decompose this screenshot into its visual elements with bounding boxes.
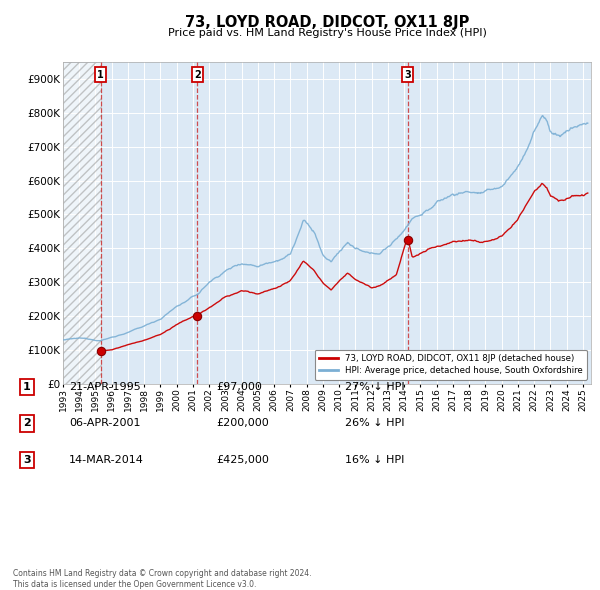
Text: 3: 3 (404, 70, 411, 80)
Text: 06-APR-2001: 06-APR-2001 (69, 418, 140, 428)
Text: 2: 2 (23, 418, 31, 428)
Text: 2: 2 (194, 70, 201, 80)
Bar (63, 62, 101, 384)
Text: 14-MAR-2014: 14-MAR-2014 (69, 455, 144, 465)
Text: £200,000: £200,000 (216, 418, 269, 428)
Text: Price paid vs. HM Land Registry's House Price Index (HPI): Price paid vs. HM Land Registry's House … (167, 28, 487, 38)
Text: 3: 3 (23, 455, 31, 465)
Text: £97,000: £97,000 (216, 382, 262, 392)
Text: 1: 1 (97, 70, 104, 80)
Legend: 73, LOYD ROAD, DIDCOT, OX11 8JP (detached house), HPI: Average price, detached h: 73, LOYD ROAD, DIDCOT, OX11 8JP (detache… (314, 349, 587, 379)
Text: 26% ↓ HPI: 26% ↓ HPI (345, 418, 404, 428)
Text: 21-APR-1995: 21-APR-1995 (69, 382, 141, 392)
Text: 16% ↓ HPI: 16% ↓ HPI (345, 455, 404, 465)
Text: Contains HM Land Registry data © Crown copyright and database right 2024.
This d: Contains HM Land Registry data © Crown c… (13, 569, 312, 589)
Text: 27% ↓ HPI: 27% ↓ HPI (345, 382, 404, 392)
Text: 73, LOYD ROAD, DIDCOT, OX11 8JP: 73, LOYD ROAD, DIDCOT, OX11 8JP (185, 15, 469, 30)
Text: 1: 1 (23, 382, 31, 392)
Text: £425,000: £425,000 (216, 455, 269, 465)
